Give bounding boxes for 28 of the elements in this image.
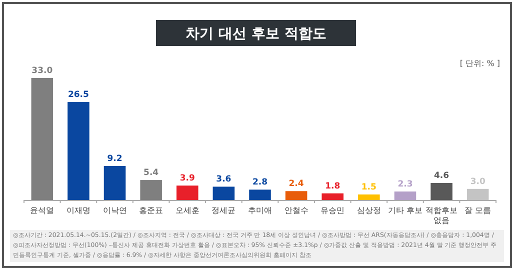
x-tick-label: 추미애 bbox=[248, 206, 272, 215]
data-label: 2.4 bbox=[288, 179, 304, 190]
data-label: 1.5 bbox=[361, 182, 377, 192]
data-label: 3.0 bbox=[470, 176, 486, 187]
data-label: 9.2 bbox=[107, 154, 122, 164]
data-label: 3.6 bbox=[216, 174, 232, 185]
x-tick-label: 기타 후보 bbox=[388, 206, 423, 215]
x-tick-label: 오세훈 bbox=[175, 206, 200, 215]
data-label: 2.8 bbox=[252, 178, 268, 188]
x-tick-label: 유승민 bbox=[320, 206, 345, 215]
data-label: 3.9 bbox=[180, 174, 195, 184]
x-tick-label: 윤석열 bbox=[30, 206, 54, 215]
x-tick-label: 적합후보 없음 bbox=[426, 206, 458, 225]
chart-title: 차기 대선 후보 적합도 bbox=[186, 26, 326, 42]
x-tick-label: 심상정 bbox=[356, 206, 381, 215]
text: [ 단위: % ] bbox=[460, 59, 500, 68]
data-label: 5.4 bbox=[144, 168, 159, 178]
data-label: 33.0 bbox=[32, 66, 53, 76]
x-tick-label: 홍준표 bbox=[139, 206, 164, 215]
x-tick-label: 잘 모름 bbox=[464, 206, 492, 215]
x-tick-label: 정세균 bbox=[212, 206, 236, 215]
x-tick-label: 이낙연 bbox=[102, 206, 127, 215]
data-label: 1.8 bbox=[325, 181, 340, 192]
x-tick-label: 안철수 bbox=[284, 206, 308, 215]
data-label: 26.5 bbox=[68, 90, 90, 100]
data-label: 2.3 bbox=[398, 179, 413, 190]
data-label: 4.6 bbox=[434, 170, 450, 181]
x-tick-label: 이재명 bbox=[66, 206, 90, 215]
